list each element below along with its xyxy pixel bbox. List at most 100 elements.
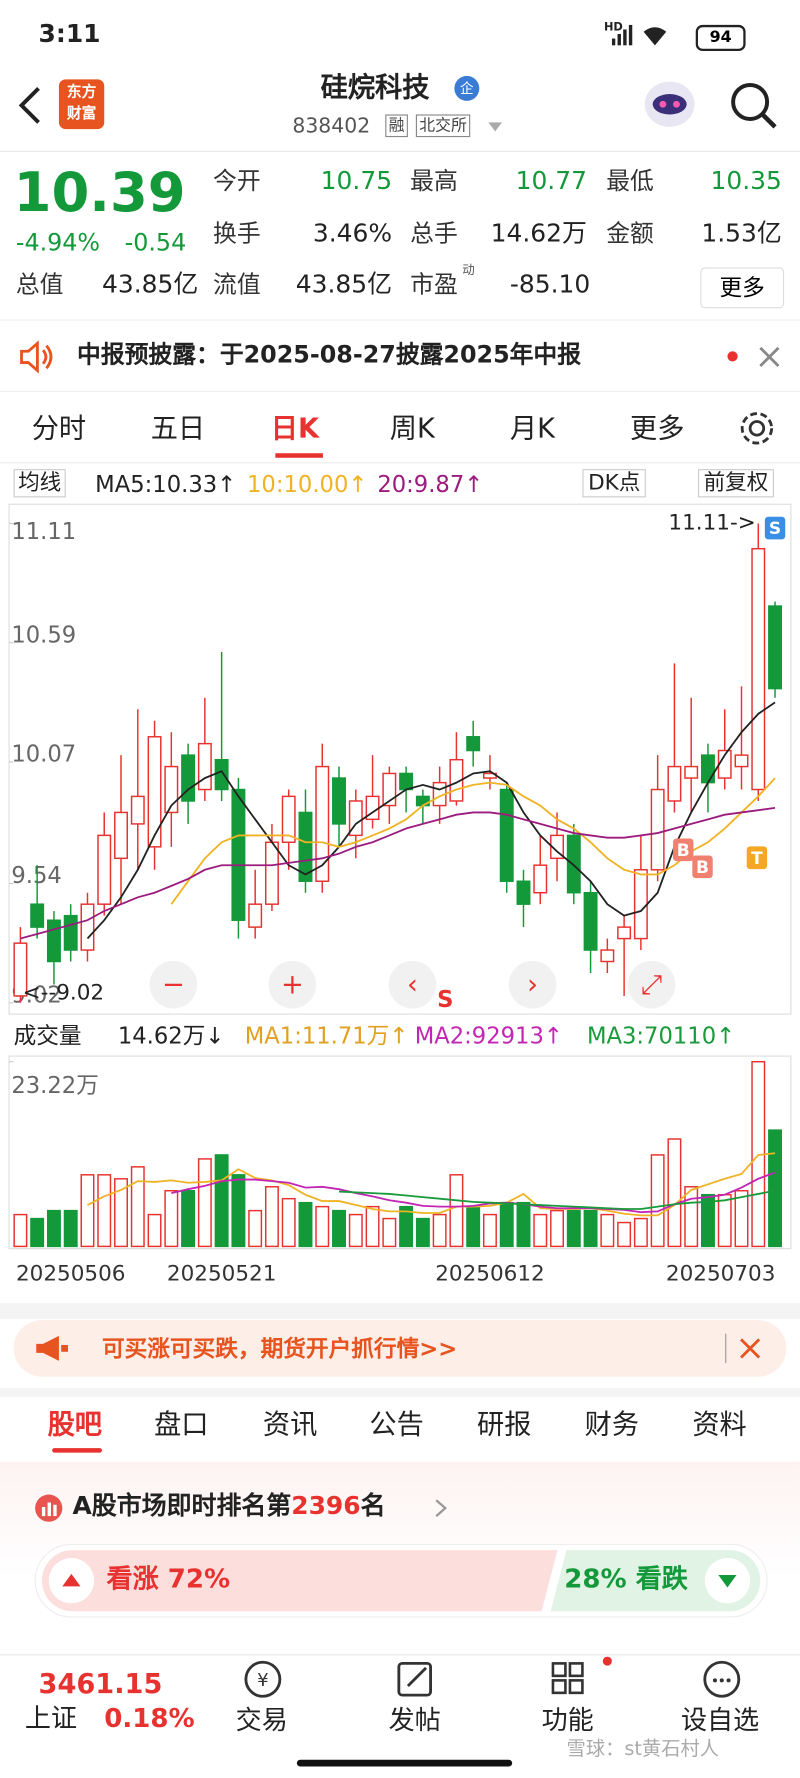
more-button[interactable]: 更多 [700, 267, 785, 309]
tab-indicator [52, 1448, 102, 1453]
back-button[interactable] [14, 85, 48, 126]
volume-ma-line [87, 1152, 776, 1217]
nav-item[interactable]: 设自选 [680, 1706, 760, 1736]
volume-bar [164, 1189, 179, 1248]
content-tab[interactable]: 盘口 [154, 1408, 209, 1441]
field-value: -85.10 [509, 270, 591, 300]
field-label: 最高 [410, 167, 458, 195]
bearish[interactable]: 28% 看跌 [564, 1564, 688, 1595]
content-tab[interactable]: 研报 [477, 1408, 532, 1441]
volume-bar [348, 1213, 363, 1248]
adjust-button[interactable]: 前复权 [697, 469, 774, 498]
divider [0, 1654, 800, 1656]
volume-bar [80, 1174, 95, 1248]
ad-text[interactable]: 可买涨可买跌，期货开户抓行情>> [101, 1334, 458, 1362]
period-tab[interactable]: 更多 [630, 412, 685, 445]
ma-selector[interactable]: 均线 [13, 469, 66, 498]
close-button[interactable] [757, 344, 782, 369]
candle-body [617, 926, 632, 940]
logo-text: 东方 [66, 83, 97, 101]
field-label: 金额 [606, 219, 654, 248]
volume-bar [415, 1217, 430, 1248]
volume-header: MA2:92913↑ [415, 1023, 563, 1049]
signal-icons [611, 24, 667, 46]
candle-body [734, 754, 749, 768]
dropdown-icon[interactable] [487, 121, 503, 132]
chart-control[interactable] [627, 960, 676, 1009]
index-name: 上证 [24, 1704, 78, 1734]
index-value[interactable]: 3461.15 [38, 1667, 163, 1700]
nav-item[interactable]: 发帖 [388, 1706, 441, 1736]
content-tab[interactable]: 股吧 [47, 1408, 102, 1441]
volume-bar [264, 1186, 279, 1248]
ma20-label: 20:9.87↑ [377, 470, 484, 498]
candle-body [46, 919, 61, 963]
candle-body [30, 903, 45, 928]
candle-body [164, 765, 179, 814]
content-tab[interactable]: 资讯 [262, 1408, 318, 1441]
last-price: 10.39 [13, 160, 186, 225]
volume-bar [667, 1138, 682, 1248]
x-tick-label: 20250612 [435, 1262, 545, 1287]
period-tab[interactable]: 五日 [150, 412, 206, 445]
unread-dot [727, 351, 738, 362]
y-tick-label: 11.11 [11, 519, 76, 545]
rank-number: 2396 [291, 1492, 361, 1521]
candle-body [533, 864, 548, 894]
content-tab[interactable]: 公告 [369, 1408, 424, 1441]
rank-text[interactable]: A股市场即时排名第2396名 [72, 1492, 386, 1521]
period-tab[interactable]: 周K [389, 412, 435, 445]
robot-icon[interactable] [640, 75, 699, 134]
chart-control[interactable] [149, 960, 198, 1009]
rank-prefix: A股市场即时排名第 [72, 1492, 292, 1521]
notice-text[interactable]: 中报预披露：于2025-08-27披露2025年中报 [77, 341, 582, 369]
content-tab[interactable]: 资料 [692, 1408, 747, 1441]
y-tick-label: 23.22万 [11, 1073, 99, 1099]
field-value: 3.46% [312, 219, 393, 249]
field-value: 43.85亿 [101, 270, 199, 300]
tag: 北交所 [415, 114, 471, 138]
volume-bar [499, 1201, 514, 1248]
tab-indicator [275, 453, 323, 458]
dk-button[interactable]: DK点 [582, 469, 646, 498]
volume-bar [231, 1174, 246, 1248]
search-button[interactable] [727, 79, 779, 131]
candle-body [600, 949, 615, 963]
candle-body [382, 772, 397, 807]
period-tab[interactable]: 日K [270, 412, 320, 445]
chevron [435, 1499, 448, 1517]
period-tab[interactable]: 分时 [31, 412, 87, 445]
tag: 融 [385, 114, 408, 138]
volume-header: 成交量 [14, 1023, 82, 1049]
close-ad[interactable] [739, 1337, 762, 1360]
candle-body [768, 605, 783, 690]
y-tick-label: 10.59 [11, 622, 76, 648]
candle-body [332, 777, 346, 825]
period-tab[interactable]: 月K [509, 412, 555, 445]
volume-bar [399, 1205, 414, 1248]
nav-item[interactable]: 功能 [541, 1706, 594, 1736]
home-indicator [296, 1759, 513, 1767]
volume-bar [332, 1209, 346, 1248]
volume-bar [516, 1201, 531, 1248]
x-tick-label: 20250703 [666, 1262, 776, 1287]
bullish[interactable]: 看涨 72% [106, 1564, 231, 1595]
app-logo[interactable]: 东方 财富 [58, 79, 105, 130]
stock-name: 硅烷科技 [320, 71, 430, 104]
chart-control[interactable] [508, 960, 557, 1009]
volume-bar [114, 1178, 128, 1248]
chart-control[interactable] [268, 960, 317, 1009]
signal-label: T [751, 849, 763, 869]
settings-button[interactable] [737, 408, 778, 449]
chart-control-icon: ‹ [407, 969, 418, 1000]
content-tab[interactable]: 财务 [584, 1408, 640, 1441]
signal-label: B [677, 841, 690, 861]
divider [0, 390, 800, 393]
nav-item[interactable]: 交易 [235, 1706, 288, 1736]
speaker-icon [20, 340, 53, 374]
field-value: 43.85亿 [295, 270, 393, 300]
chart-control[interactable] [388, 960, 437, 1009]
logo-text: 财富 [66, 105, 97, 123]
megaphone-icon [36, 1335, 68, 1361]
ad-banner[interactable] [13, 1320, 787, 1377]
